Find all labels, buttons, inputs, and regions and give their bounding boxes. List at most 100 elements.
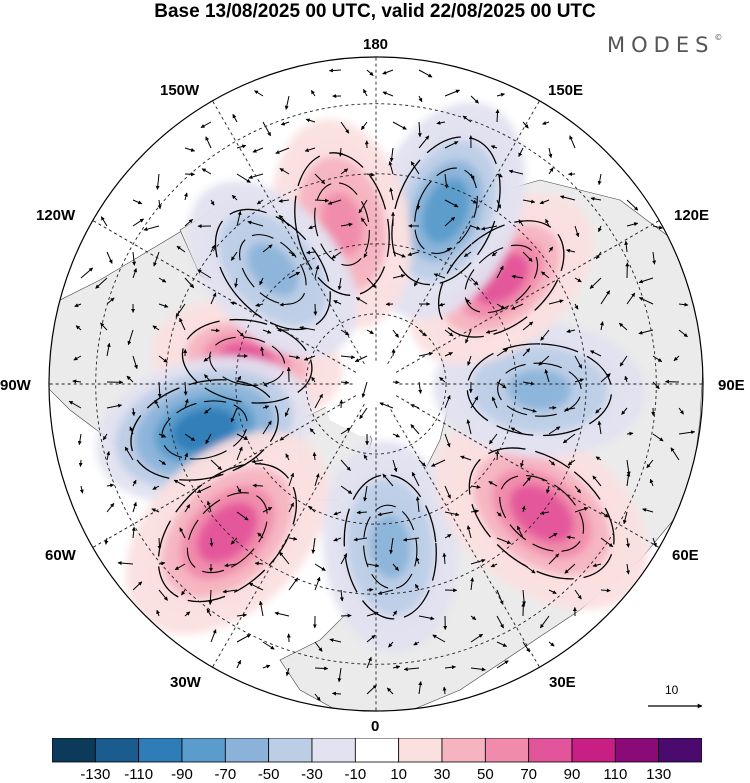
wind-vector	[600, 373, 611, 383]
colorbar-swatch	[224, 738, 270, 763]
colorbar-tick-label: -90	[171, 766, 193, 783]
wind-vector	[259, 277, 264, 286]
wind-vector	[411, 471, 420, 487]
wind-vector	[574, 277, 582, 283]
anomaly-contour	[196, 502, 258, 564]
wind-vector	[275, 147, 290, 154]
wind-vector	[541, 271, 550, 279]
wind-vector	[288, 472, 295, 487]
wind-vector	[562, 433, 576, 444]
wind-vector	[158, 277, 167, 283]
wind-vector-layer	[68, 68, 696, 701]
wind-vector	[236, 485, 242, 494]
wind-vector	[262, 420, 272, 435]
wind-vector	[151, 508, 160, 513]
wind-vector	[329, 638, 342, 643]
wind-vector	[314, 576, 321, 591]
wind-vector	[80, 267, 94, 279]
wind-vector	[106, 251, 113, 264]
wind-vector	[79, 485, 84, 494]
wind-vector	[209, 537, 214, 547]
wind-vector	[626, 472, 631, 487]
streamline	[497, 362, 582, 417]
wind-vector	[179, 527, 186, 539]
wind-vector	[231, 194, 238, 201]
wind-vector	[542, 121, 550, 125]
colorbar-swatch	[571, 738, 616, 763]
streamline	[239, 234, 307, 305]
wind-vector	[340, 380, 350, 385]
wind-vector	[496, 641, 508, 647]
wind-vector	[337, 277, 342, 291]
wind-vector	[377, 511, 394, 517]
wind-vector	[567, 459, 576, 466]
wind-vector	[329, 68, 342, 73]
streamline	[186, 492, 268, 574]
wind-vector	[444, 141, 459, 149]
wind-vector	[106, 503, 115, 513]
wind-vector	[652, 225, 664, 230]
wind-vector	[646, 459, 654, 469]
wind-vector	[496, 511, 502, 517]
wind-vector	[230, 301, 238, 306]
wind-vector	[230, 537, 238, 545]
wind-vector	[363, 251, 368, 258]
circulation-ring	[437, 220, 565, 338]
wind-vector	[288, 502, 295, 513]
wind-vector	[442, 686, 447, 695]
wind-vector	[491, 251, 498, 257]
wind-vector	[132, 251, 137, 266]
wind-vector	[363, 454, 368, 461]
wind-vector	[414, 583, 420, 591]
arctic-ice-cap	[318, 320, 440, 436]
wind-vector	[624, 375, 629, 383]
wind-vector	[314, 473, 320, 487]
wind-vector	[522, 476, 531, 487]
wind-vector	[255, 302, 264, 307]
wind-vector	[521, 505, 526, 513]
wind-vector	[418, 615, 435, 621]
wind-vector	[359, 407, 368, 420]
wind-vector	[311, 537, 316, 554]
wind-vector	[311, 376, 316, 383]
wind-vector	[470, 199, 478, 204]
wind-vector	[600, 290, 611, 305]
streamline	[314, 182, 370, 266]
wind-vector	[210, 629, 217, 643]
wind-vector	[181, 589, 186, 596]
wind-vector	[75, 325, 82, 331]
colorbar-swatch	[658, 738, 702, 763]
wind-vector	[184, 398, 189, 409]
wind-vector	[236, 446, 243, 461]
wind-vector	[332, 691, 342, 696]
latitude-circle	[95, 103, 657, 665]
wind-vector	[418, 329, 427, 337]
wind-vector	[184, 611, 191, 617]
wind-vector	[236, 511, 249, 521]
wind-vector	[626, 292, 636, 305]
wind-vector	[78, 459, 83, 467]
wind-vector	[132, 501, 137, 513]
wind-vector	[600, 588, 611, 593]
circulation-ring	[468, 447, 615, 580]
longitude-label-90e: 90E	[718, 377, 745, 394]
wind-vector	[236, 634, 251, 643]
wind-vector	[124, 446, 134, 461]
wind-vector	[539, 199, 550, 205]
wind-vector	[184, 433, 196, 442]
wind-vector	[444, 199, 459, 208]
wind-vector	[444, 395, 451, 409]
wind-vector	[600, 511, 609, 518]
wind-vector	[184, 277, 195, 289]
wind-vector	[183, 381, 188, 396]
wind-vector	[470, 95, 479, 104]
wind-vector	[548, 459, 556, 466]
wind-vector	[496, 537, 512, 544]
wind-vector	[460, 455, 472, 461]
longitude-label-90w: 90W	[0, 377, 31, 394]
wind-vector	[305, 118, 316, 123]
wind-vector	[389, 537, 394, 555]
colorbar-tick-label: 110	[603, 766, 628, 783]
streamline	[181, 318, 313, 404]
wind-vector	[285, 453, 290, 461]
